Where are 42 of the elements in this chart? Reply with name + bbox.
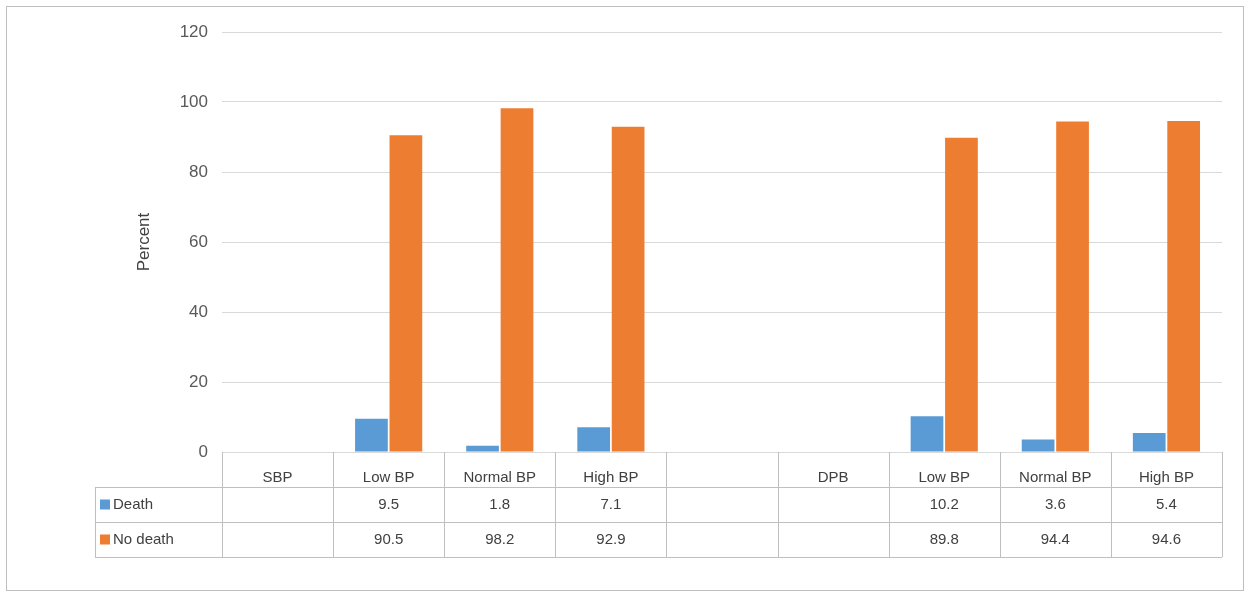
- data-label: 92.9: [596, 529, 626, 547]
- bar: [1167, 120, 1201, 452]
- bar: [355, 418, 388, 452]
- y-tick-label: 60: [189, 231, 208, 251]
- data-label: 3.6: [1044, 494, 1066, 512]
- data-label: 90.5: [374, 529, 404, 547]
- bar: [389, 135, 423, 452]
- data-label: 94.4: [1040, 529, 1070, 547]
- legend-label: Death: [113, 494, 154, 512]
- y-tick-label: 80: [189, 161, 208, 181]
- bar: [500, 108, 534, 452]
- bar: [1132, 433, 1166, 452]
- x-tick-label: High BP: [583, 468, 639, 486]
- x-tick-label: High BP: [1138, 468, 1194, 486]
- bar: [910, 416, 944, 452]
- x-tick-label: DPB: [817, 468, 849, 486]
- bar: [945, 137, 978, 452]
- x-tick-label: Low BP: [918, 468, 971, 486]
- y-tick-label: 0: [198, 441, 208, 461]
- data-label: 1.8: [489, 494, 511, 512]
- y-tick-label: 120: [179, 21, 208, 41]
- data-label: 89.8: [929, 529, 959, 547]
- legend-label: No death: [113, 529, 174, 547]
- data-label: 9.5: [378, 494, 400, 512]
- bar: [1021, 439, 1055, 452]
- data-label: 7.1: [600, 494, 622, 512]
- data-label: 98.2: [485, 529, 515, 547]
- data-label: 94.6: [1151, 529, 1182, 547]
- bar: [577, 427, 611, 452]
- bar: [611, 126, 645, 452]
- y-tick-label: 20: [189, 371, 208, 391]
- x-tick-label: Normal BP: [463, 468, 537, 486]
- bar: [466, 445, 499, 452]
- y-tick-label: 100: [179, 91, 208, 111]
- bar: [1056, 121, 1089, 452]
- x-tick-label: Low BP: [362, 468, 415, 486]
- data-label: 5.4: [1156, 494, 1177, 512]
- data-label: 10.2: [929, 494, 959, 512]
- y-tick-label: 40: [189, 301, 208, 321]
- x-tick-label: Normal BP: [1019, 468, 1092, 486]
- y-axis-title: Percent: [133, 212, 153, 272]
- x-tick-label: SBP: [262, 468, 293, 486]
